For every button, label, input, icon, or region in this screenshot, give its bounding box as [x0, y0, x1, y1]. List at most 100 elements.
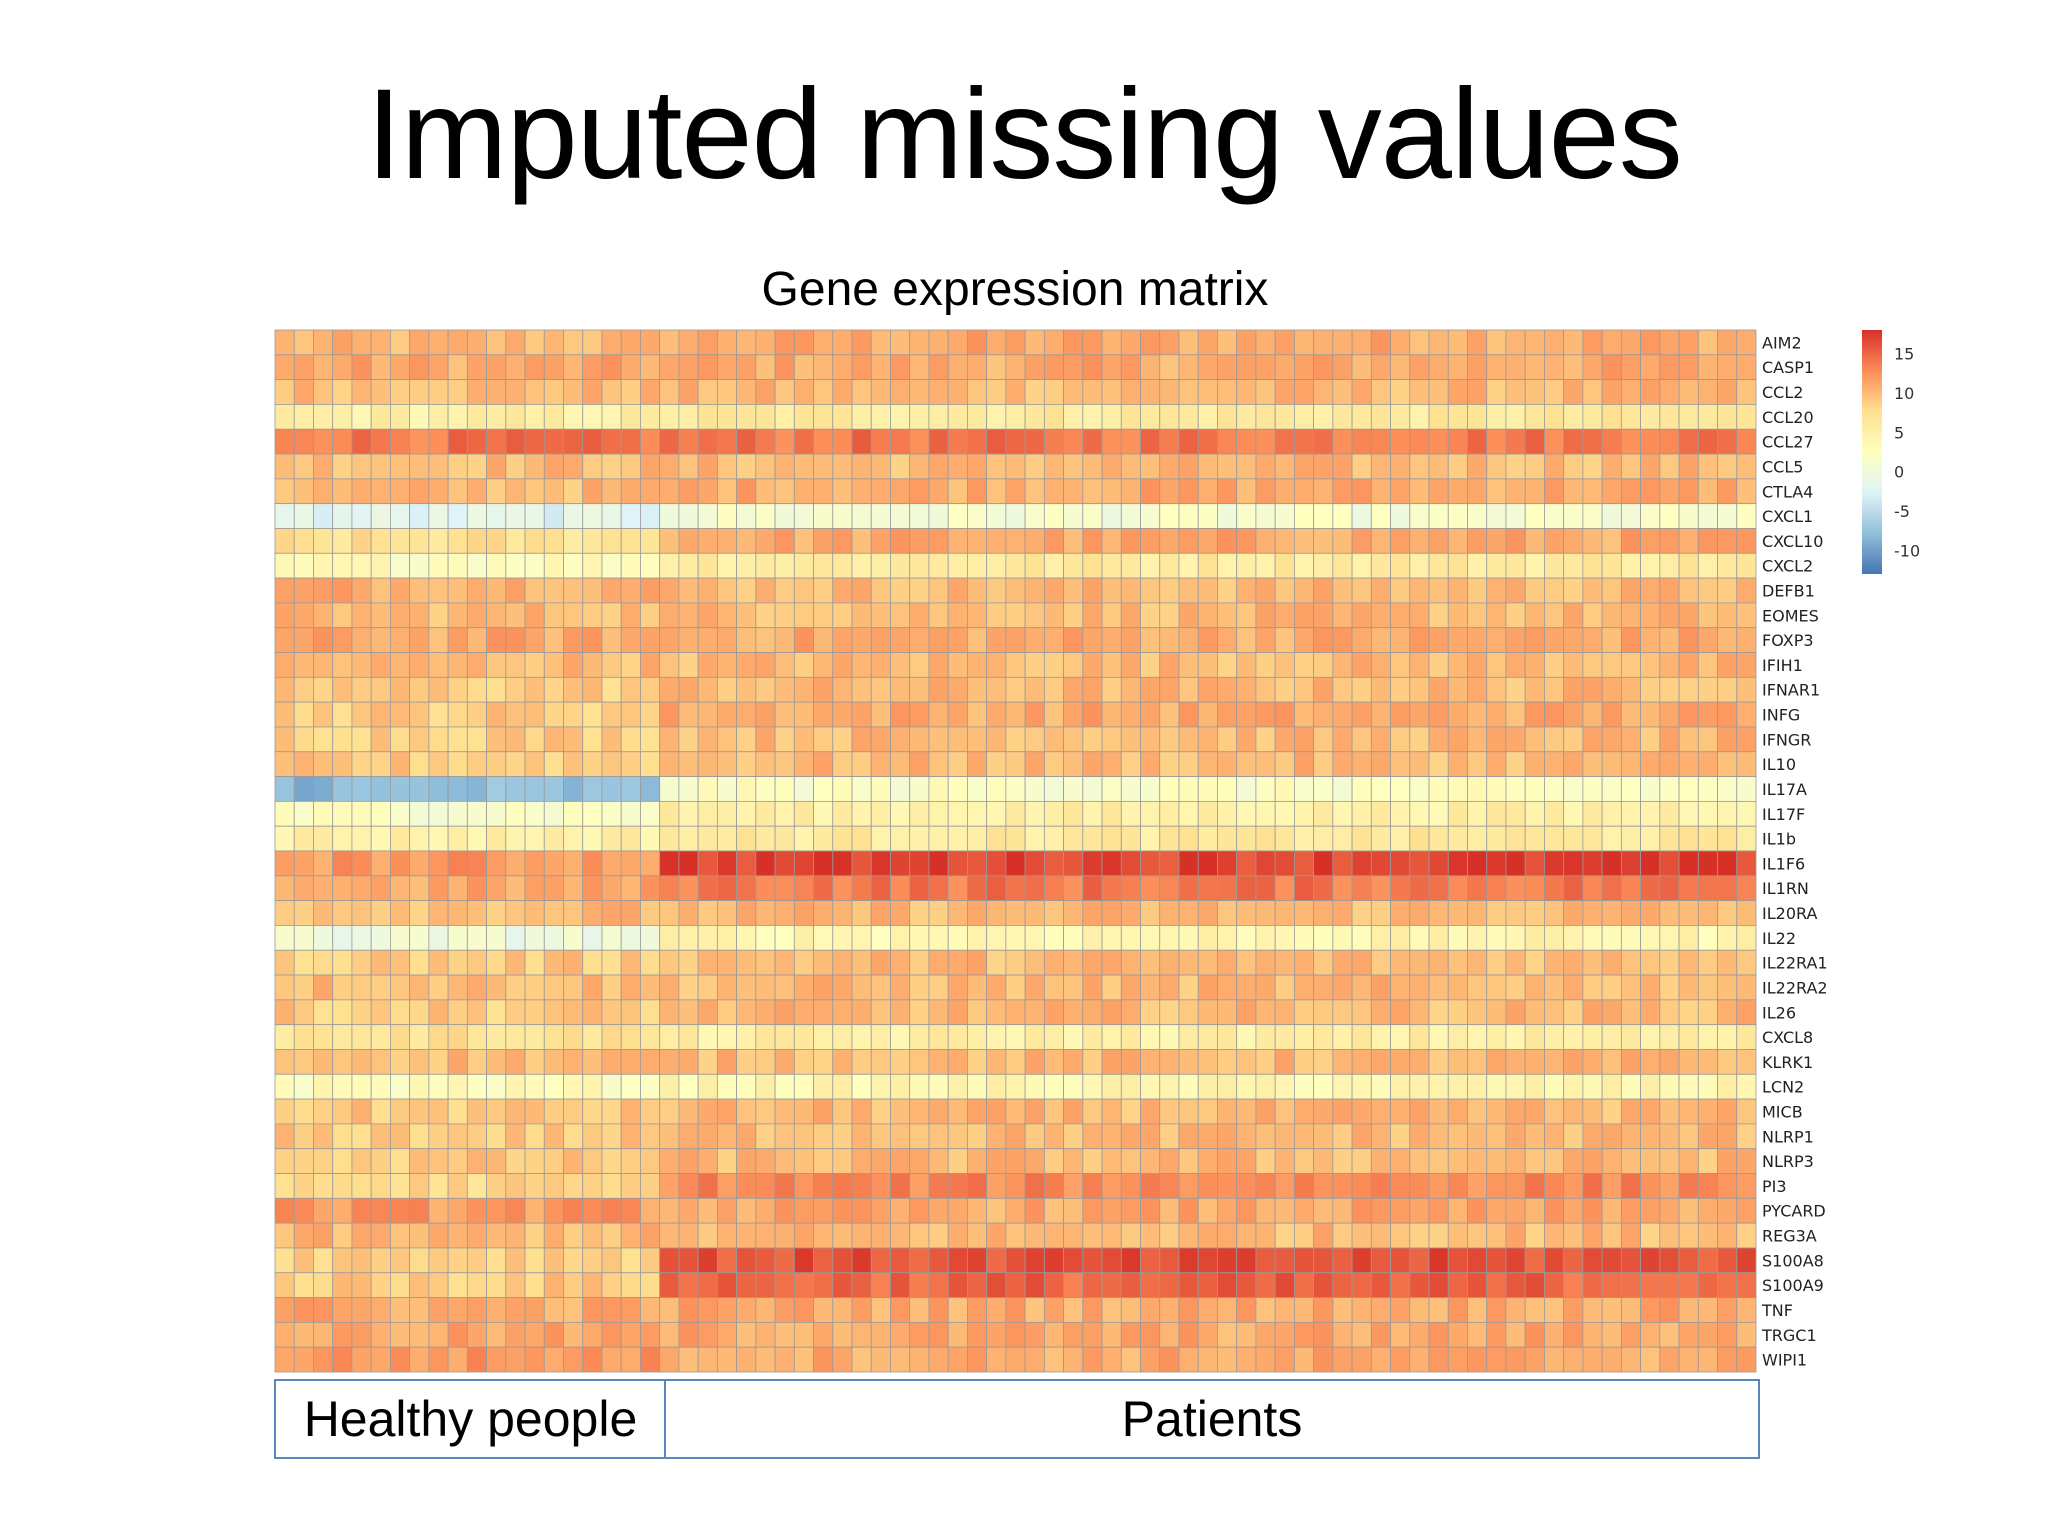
heatmap-cell [370, 676, 391, 703]
heatmap-cell [1159, 825, 1180, 852]
heatmap-cell [1043, 949, 1064, 976]
heatmap-cell [1274, 701, 1295, 728]
heatmap-cell [1024, 1321, 1045, 1348]
heatmap-cell [793, 900, 814, 926]
group-label-patients: Patients [664, 1379, 1760, 1459]
heatmap-cell [1467, 528, 1488, 554]
heatmap-cell [1351, 428, 1372, 455]
heatmap-cell [1736, 776, 1757, 802]
heatmap-cell [909, 503, 930, 529]
heatmap-cell [1601, 1098, 1622, 1125]
heatmap-cell [1390, 800, 1411, 827]
heatmap-cell [1236, 552, 1257, 579]
heatmap-cell [1005, 1024, 1026, 1050]
heatmap-cell [1024, 726, 1045, 753]
heatmap-cell [1659, 1173, 1680, 1199]
heatmap-cell [543, 949, 564, 976]
heatmap-cell [1544, 428, 1565, 455]
heatmap-cell [1390, 354, 1411, 381]
heatmap-cell [1505, 1346, 1526, 1373]
heatmap-cell [1178, 974, 1199, 1001]
heatmap-cell [1409, 751, 1430, 777]
row-label: PI3 [1762, 1177, 1787, 1196]
heatmap-cell [1140, 478, 1161, 505]
heatmap-cell [1101, 1173, 1122, 1199]
heatmap-cell [1505, 676, 1526, 703]
heatmap-cell [755, 751, 776, 777]
heatmap-cell [1197, 925, 1218, 951]
heatmap-cell [1582, 1222, 1603, 1249]
heatmap-cell [620, 999, 641, 1026]
heatmap-cell [813, 453, 834, 480]
heatmap-cell [736, 800, 757, 827]
heatmap-cell [274, 676, 295, 703]
heatmap-cell [793, 354, 814, 381]
heatmap-cell [1313, 825, 1334, 852]
heatmap-cell [1736, 1346, 1757, 1373]
heatmap-cell [563, 776, 584, 802]
heatmap-cell [755, 652, 776, 678]
heatmap-cell [389, 900, 411, 926]
heatmap-cell [851, 776, 872, 802]
heatmap-cell [389, 354, 411, 381]
heatmap-cell [351, 776, 372, 802]
heatmap-cell [1524, 974, 1545, 1001]
heatmap-cell [1313, 751, 1334, 777]
heatmap-cell [1467, 776, 1488, 802]
heatmap-cell [1467, 329, 1488, 356]
heatmap-cell [813, 552, 834, 579]
heatmap-cell [1101, 354, 1122, 381]
heatmap-cell [1005, 552, 1026, 579]
heatmap-cell [1582, 1247, 1603, 1274]
heatmap-cell [1428, 652, 1449, 678]
heatmap-cell [909, 1148, 930, 1174]
heatmap-cell [870, 900, 891, 926]
heatmap-cell [351, 478, 372, 505]
heatmap-cell [1063, 1321, 1084, 1348]
heatmap-cell [678, 329, 699, 356]
heatmap-cell [1005, 1272, 1026, 1298]
heatmap-cell [736, 900, 757, 926]
heatmap-cell [370, 974, 391, 1001]
heatmap-cell [1505, 1073, 1526, 1100]
heatmap-cell [1544, 1297, 1565, 1323]
heatmap-cell [1544, 776, 1565, 802]
heatmap-cell [293, 974, 314, 1001]
heatmap-cell [466, 1123, 487, 1150]
heatmap-cell [1678, 701, 1699, 728]
heatmap-cell [601, 949, 622, 976]
heatmap-cell [1101, 751, 1122, 777]
heatmap-cell [505, 726, 526, 753]
heatmap-cell [1313, 1148, 1334, 1174]
heatmap-cell [1043, 1247, 1064, 1274]
heatmap-cell [543, 776, 564, 802]
heatmap-cell [1370, 776, 1391, 802]
row-label: CASP1 [1762, 358, 1814, 377]
heatmap-cell [524, 1148, 545, 1174]
heatmap-cell [1178, 999, 1199, 1026]
heatmap-cell [1620, 627, 1641, 653]
heatmap-cell [870, 999, 891, 1026]
heatmap-cell [947, 1024, 968, 1050]
heatmap-cell [1409, 1049, 1430, 1075]
heatmap-cell [1274, 503, 1295, 529]
heatmap-cell [793, 602, 814, 629]
heatmap-cell [1563, 701, 1584, 728]
heatmap-cell [389, 949, 411, 976]
heatmap-cell [755, 676, 776, 703]
heatmap-cell [486, 404, 507, 430]
heatmap-cell [1563, 453, 1584, 480]
heatmap-cell [1370, 1073, 1391, 1100]
heatmap-cell [389, 701, 411, 728]
heatmap-cell [1293, 875, 1315, 902]
heatmap-cell [466, 602, 487, 629]
heatmap-cell [293, 478, 314, 505]
heatmap-cell [582, 404, 603, 430]
heatmap-cell [1601, 1297, 1622, 1323]
heatmap-cell [640, 503, 661, 529]
heatmap-cell [697, 751, 718, 777]
heatmap-cell [1640, 577, 1661, 604]
heatmap-cell [659, 925, 680, 951]
heatmap-cell [601, 602, 622, 629]
heatmap-cell [1313, 354, 1334, 381]
